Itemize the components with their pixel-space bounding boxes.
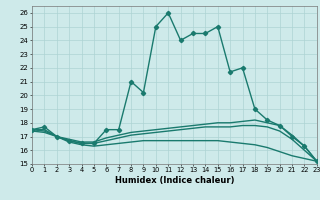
X-axis label: Humidex (Indice chaleur): Humidex (Indice chaleur) (115, 176, 234, 185)
